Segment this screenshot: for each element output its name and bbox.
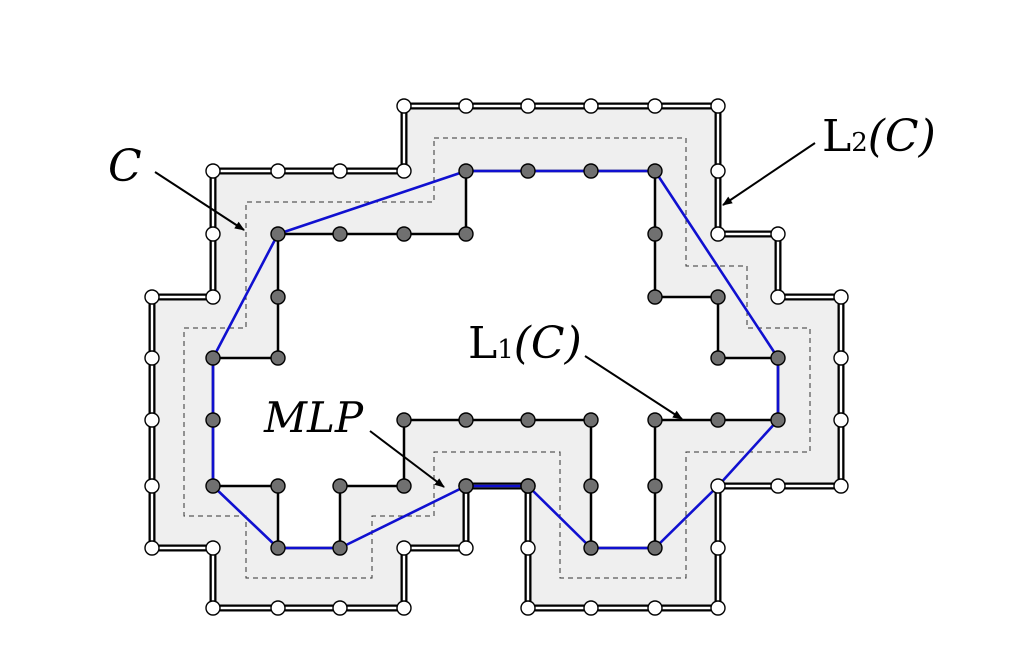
l1-vertex-30 [270, 289, 286, 305]
l2-vertex-39 [205, 163, 221, 179]
l2-vertex-32 [144, 540, 160, 556]
l1-vertex-32 [332, 226, 348, 242]
shaded-band [152, 106, 841, 608]
l1-vertex-33 [396, 226, 412, 242]
l2-vertex-11 [833, 289, 849, 305]
l1-vertex-20 [396, 412, 412, 428]
l1-vertex-12 [647, 412, 663, 428]
label-mlp: MLP [263, 393, 364, 442]
l2-vertex-5 [647, 98, 663, 114]
l2-vertex-7 [710, 163, 726, 179]
l2-vertex-40 [270, 163, 286, 179]
l1-vertex-4 [647, 163, 663, 179]
l2-vertex-4 [583, 98, 599, 114]
l2-vertex-26 [396, 540, 412, 556]
l1-vertex-1 [458, 163, 474, 179]
l1-vertex-16 [583, 478, 599, 494]
l1-vertex-18 [520, 412, 536, 428]
label-l1-sub: 1 [497, 335, 514, 365]
l2-vertex-14 [833, 478, 849, 494]
label-l1-prefix: L [468, 318, 497, 369]
l2-vertex-37 [205, 289, 221, 305]
l1-vertex-5 [647, 226, 663, 242]
l2-vertex-15 [770, 478, 786, 494]
l2-vertex-3 [520, 98, 536, 114]
l2-vertex-28 [332, 600, 348, 616]
l1-vertex-34 [458, 226, 474, 242]
l1-vertex-14 [647, 540, 663, 556]
l1-vertices [205, 163, 786, 556]
l2-vertex-9 [770, 226, 786, 242]
l2-vertex-36 [144, 289, 160, 305]
l2-vertex-13 [833, 412, 849, 428]
l1-vertex-35 [458, 478, 474, 494]
l2-vertex-22 [520, 540, 536, 556]
l1-vertex-6 [647, 289, 663, 305]
l2-vertex-19 [647, 600, 663, 616]
l2-vertex-21 [520, 600, 536, 616]
l1-vertex-31 [270, 226, 286, 242]
label-contour: C [108, 141, 142, 192]
l1-vertex-22 [332, 478, 348, 494]
l1-vertex-11 [710, 412, 726, 428]
label-l2-sub: 2 [851, 128, 868, 158]
l2-vertex-2 [458, 98, 474, 114]
l2-vertex-10 [770, 289, 786, 305]
l1-vertex-36 [520, 478, 536, 494]
l2-vertex-29 [270, 600, 286, 616]
l2-vertex-41 [332, 163, 348, 179]
l1-vertex-8 [710, 350, 726, 366]
arrow-to-l2 [722, 142, 816, 206]
l2-vertex-1 [396, 98, 412, 114]
l1-vertex-19 [458, 412, 474, 428]
l1-vertex-28 [205, 350, 221, 366]
dashed-mid-line [183, 137, 811, 579]
l2-vertex-31 [205, 540, 221, 556]
l1-vertex-15 [583, 540, 599, 556]
l2-vertex-35 [144, 350, 160, 366]
l2-vertex-17 [710, 540, 726, 556]
l1-vertex-13 [647, 478, 663, 494]
l2-vertex-27 [396, 600, 412, 616]
label-l2: L2(C) [822, 111, 936, 162]
label-l1-arg: (C) [514, 318, 582, 369]
l2-vertex-34 [144, 412, 160, 428]
l1-vertex-23 [332, 540, 348, 556]
l2-vertex-30 [205, 600, 221, 616]
l2-vertex-25 [458, 540, 474, 556]
l2-vertex-20 [583, 600, 599, 616]
l1-vertex-29 [270, 350, 286, 366]
l1-vertex-3 [583, 163, 599, 179]
l2-vertex-8 [710, 226, 726, 242]
label-l1: L1(C) [468, 318, 582, 369]
label-l2-prefix: L [822, 111, 851, 162]
l1-vertex-17 [583, 412, 599, 428]
l1-vertex-10 [770, 412, 786, 428]
l1-vertex-26 [205, 478, 221, 494]
l1-vertex-7 [710, 289, 726, 305]
l1-vertex-24 [270, 540, 286, 556]
l2-vertex-33 [144, 478, 160, 494]
arrow-to-mlp [369, 430, 445, 488]
arrow-to-l1 [584, 355, 683, 420]
l2-vertex-18 [710, 600, 726, 616]
l1-vertex-25 [270, 478, 286, 494]
l1-vertex-21 [396, 478, 412, 494]
l2-vertex-6 [710, 98, 726, 114]
l2-vertex-16 [710, 478, 726, 494]
l1-vertex-9 [770, 350, 786, 366]
arrow-to-contour [154, 171, 245, 231]
label-l2-arg: (C) [868, 111, 936, 162]
l2-vertex-42 [396, 163, 412, 179]
l2-vertex-38 [205, 226, 221, 242]
l2-vertex-12 [833, 350, 849, 366]
l1-vertex-27 [205, 412, 221, 428]
l1-vertex-2 [520, 163, 536, 179]
